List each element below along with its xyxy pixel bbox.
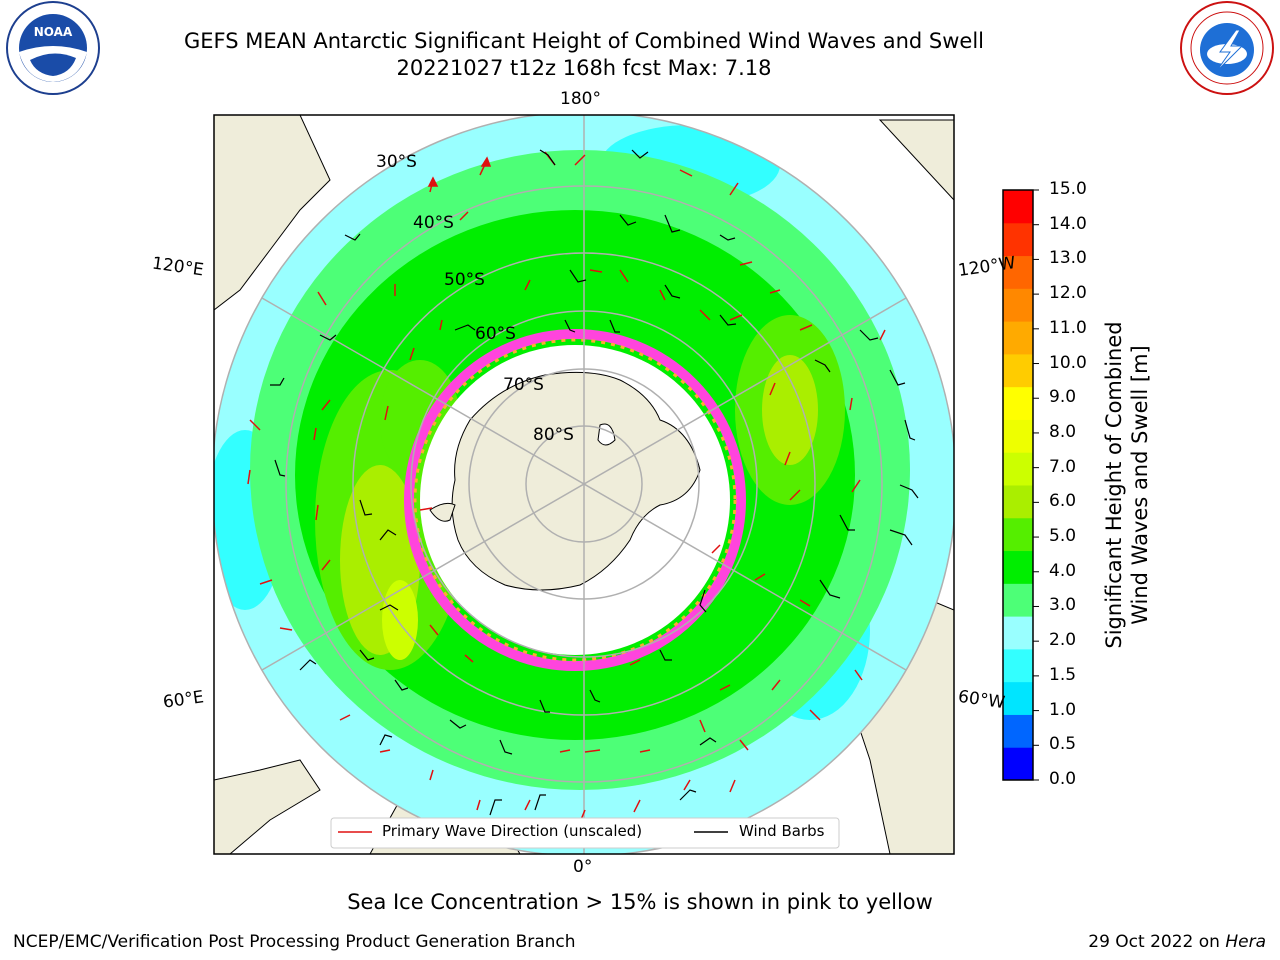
colorbar-segment: [1003, 714, 1033, 748]
lon-label-bottom: 0°: [573, 857, 593, 877]
run-date: 29 Oct 2022 on Hera: [1088, 932, 1266, 952]
colorbar-border: [1002, 189, 1034, 781]
noaa-text: NOAA: [34, 25, 73, 39]
run-date-text: 29 Oct 2022 on: [1088, 932, 1220, 952]
colorbar-tick-label: 6.0: [1049, 491, 1077, 512]
colorbar-segment: [1003, 288, 1033, 322]
colorbar-label-line1: Significant Height of Combined: [1102, 321, 1126, 649]
colorbar-tick-label: 7.0: [1049, 456, 1077, 477]
colorbar-segment: [1003, 616, 1033, 650]
page-subtitle: 20221027 t12z 168h fcst Max: 7.18: [396, 56, 772, 80]
legend-wind-label: Wind Barbs: [739, 822, 825, 840]
map-area: [214, 115, 954, 854]
map-legend: [330, 817, 840, 849]
colorbar-tick-label: 3.0: [1049, 595, 1077, 616]
colorbar-tick-label: 5.0: [1049, 526, 1077, 547]
noaa-logo: NOAA: [6, 1, 100, 95]
sea-ice-caption: Sea Ice Concentration > 15% is shown in …: [347, 890, 933, 914]
colorbar-tick-label: 0.0: [1049, 769, 1077, 789]
colorbar-segment: [1003, 255, 1033, 289]
colorbar-segment: [1003, 681, 1033, 715]
colorbar-segment: [1003, 452, 1033, 486]
lat-label-50s: 50°S: [444, 270, 485, 290]
legend-wave-label: Primary Wave Direction (unscaled): [382, 822, 643, 840]
colorbar-label-line2: Wind Waves and Swell [m]: [1128, 345, 1152, 625]
run-machine: Hera: [1225, 932, 1266, 952]
colorbar-segment: [1003, 353, 1033, 388]
lat-label-70s: 70°S: [503, 375, 544, 395]
colorbar: [1002, 189, 1039, 781]
colorbar-tick-label: 1.5: [1049, 664, 1077, 685]
lat-label-40s: 40°S: [413, 213, 454, 233]
colorbar-segment: [1003, 550, 1033, 584]
colorbar-tick-label: 14.0: [1049, 213, 1087, 234]
lat-label-60s: 60°S: [475, 324, 516, 344]
colorbar-tick-label: 10.0: [1049, 352, 1087, 373]
colorbar-segment: [1003, 190, 1033, 224]
lat-label-30s: 30°S: [376, 152, 417, 172]
colorbar-tick-label: 8.0: [1049, 421, 1077, 442]
credit-text: NCEP/EMC/Verification Post Processing Pr…: [13, 932, 576, 952]
colorbar-tick-label: 9.0: [1049, 387, 1077, 408]
colorbar-segment: [1003, 583, 1033, 617]
colorbar-segment: [1003, 648, 1033, 683]
colorbar-tick-label: 12.0: [1049, 283, 1087, 304]
colorbar-tick-label: 0.5: [1049, 734, 1077, 755]
colorbar-segment: [1003, 321, 1033, 355]
colorbar-tick-label: 2.0: [1049, 630, 1077, 651]
colorbar-segment: [1003, 419, 1033, 453]
colorbar-tick-label: 11.0: [1049, 317, 1087, 338]
colorbar-tick-label: 4.0: [1049, 560, 1077, 581]
lat-label-80s: 80°S: [533, 425, 574, 445]
colorbar-tick-label: 1.0: [1049, 699, 1077, 720]
colorbar-segment: [1003, 386, 1033, 420]
colorbar-tick-label: 15.0: [1049, 179, 1087, 199]
colorbar-tick-label: 13.0: [1049, 248, 1087, 269]
map-frame: [213, 114, 955, 855]
colorbar-segment: [1003, 747, 1033, 781]
colorbar-segment: [1003, 517, 1033, 552]
page-title: GEFS MEAN Antarctic Significant Height o…: [183, 29, 985, 53]
nws-logo: [1180, 1, 1274, 95]
colorbar-segment: [1003, 222, 1033, 257]
colorbar-segment: [1003, 485, 1033, 519]
lon-label-top: 180°: [560, 89, 601, 109]
